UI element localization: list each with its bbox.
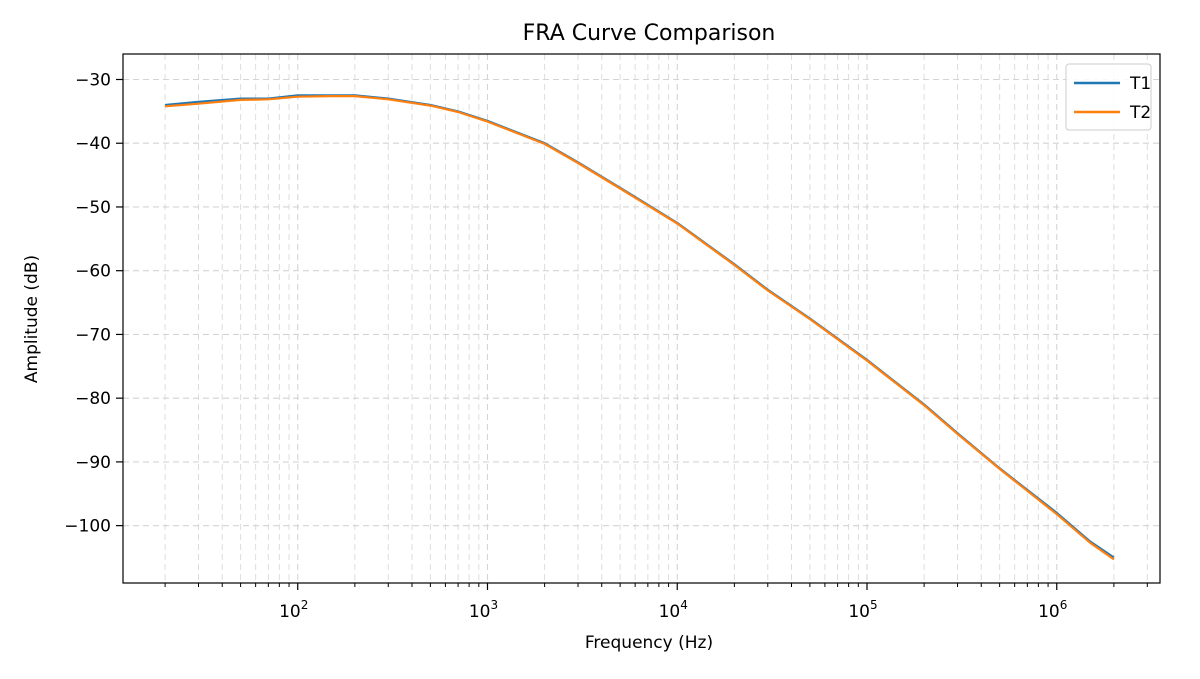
y-tick-label: −80 <box>75 389 111 409</box>
y-tick-label: −70 <box>75 325 111 345</box>
x-axis-label: Frequency (Hz) <box>585 633 713 653</box>
legend-label-t2: T2 <box>1129 103 1151 123</box>
y-axis-label: Amplitude (dB) <box>22 255 42 383</box>
chart-title: FRA Curve Comparison <box>523 21 776 46</box>
y-tick-label: −90 <box>75 453 111 473</box>
series-lines <box>164 94 1115 561</box>
x-axis: 102 103 104 105 106 <box>164 583 1148 622</box>
y-tick-label: −50 <box>75 198 111 218</box>
grid <box>123 54 1160 583</box>
legend: T1 T2 <box>1065 63 1152 131</box>
x-tick-label: 104 <box>659 598 688 622</box>
series-line-t2 <box>165 94 1115 561</box>
y-tick-label: −40 <box>75 134 111 154</box>
y-axis: −30 −40 −50 −60 −70 −80 −90 −100 <box>64 70 123 537</box>
x-tick-label: 105 <box>848 598 877 622</box>
y-tick-label: −30 <box>75 70 111 90</box>
x-tick-label: 103 <box>469 598 498 622</box>
legend-box <box>1065 63 1152 131</box>
legend-label-t1: T1 <box>1129 74 1151 94</box>
x-tick-label: 102 <box>279 598 308 622</box>
plot-frame <box>122 53 1161 584</box>
x-tick-label: 106 <box>1038 598 1067 622</box>
y-tick-label: −100 <box>64 517 111 537</box>
y-tick-label: −60 <box>75 262 111 282</box>
